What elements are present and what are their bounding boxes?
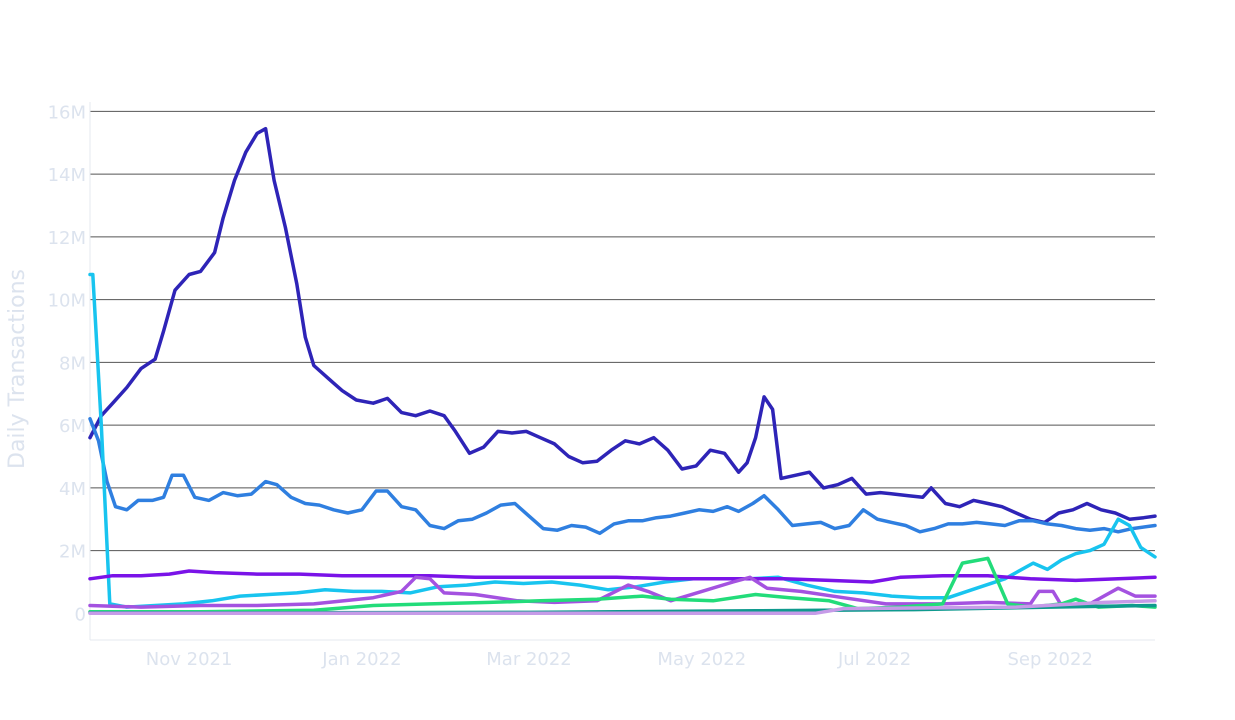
series-lines [88,126,1157,616]
series-line-2 [88,417,1157,536]
y-tick-label: 8M [59,353,86,374]
x-tick-label: Sep 2022 [1007,649,1092,670]
gridlines [90,110,1155,552]
series-line-4 [88,569,1157,584]
axes [89,102,1155,641]
series-line-8 [88,599,1157,616]
series-line-1 [88,126,1157,525]
y-tick-label: 14M [48,165,86,186]
y-tick-label: 6M [59,416,86,437]
x-tick-labels: Nov 2021 Jan 2022 Mar 2022 May 2022 Jul 2022… [146,649,1093,670]
x-tick-label: Nov 2021 [146,649,233,670]
y-axis-title: Daily Transactions [5,269,30,469]
series-line-5 [88,575,1157,609]
series-line-3 [88,272,1157,609]
y-tick-label: 0 [75,604,86,625]
x-tick-label: Jan 2022 [321,649,401,670]
y-tick-label: 2M [59,542,86,563]
x-tick-label: Jul 2022 [837,649,911,670]
x-tick-label: Mar 2022 [486,649,572,670]
y-tick-label: 12M [48,228,86,249]
y-tick-labels: 0 2M 4M 6M 8M 10M 12M 14M 16M [48,102,86,625]
y-tick-label: 16M [48,102,86,123]
y-tick-label: 4M [59,479,86,500]
x-tick-label: May 2022 [657,649,746,670]
y-tick-label: 10M [48,291,86,312]
